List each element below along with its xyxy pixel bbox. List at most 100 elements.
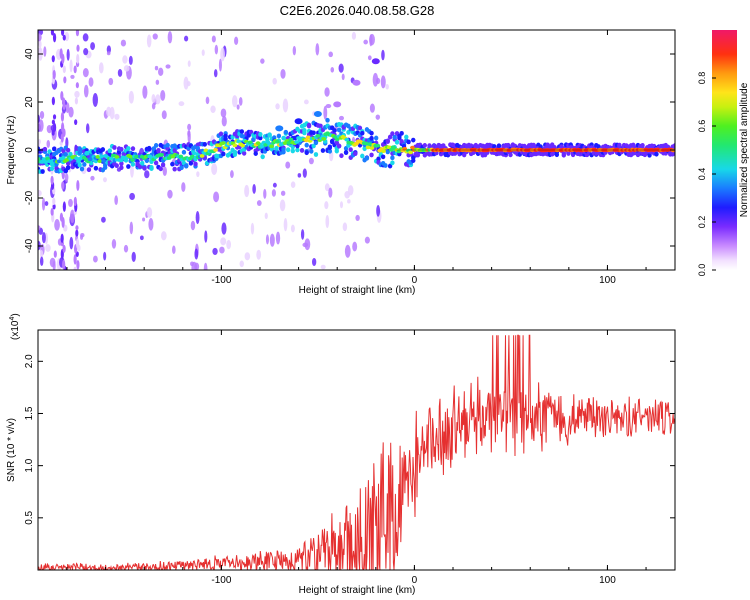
heatmap-halo — [126, 164, 131, 169]
heatmap-speckle — [46, 124, 53, 134]
heatmap-halo — [79, 166, 85, 172]
heatmap-speckle — [38, 33, 42, 42]
x-tick-label: -100 — [211, 575, 231, 586]
heatmap-halo — [397, 135, 402, 141]
heatmap-halo — [195, 145, 201, 151]
heatmap-speckle — [142, 217, 146, 222]
heatmap-band-speck — [73, 65, 77, 74]
heatmap-halo — [554, 152, 560, 158]
heatmap-band-speck — [76, 53, 80, 64]
heatmap-halo — [309, 148, 314, 154]
heatmap-speckle — [64, 173, 69, 182]
heatmap-band-speck — [61, 122, 65, 133]
heatmap-speckle — [114, 113, 120, 120]
heatmap-speckle — [297, 173, 302, 178]
heatmap-halo — [390, 160, 395, 166]
colorbar-tick-label: 0.0 — [697, 264, 707, 277]
colorbar-label: Normalized spectral amplitude — [739, 82, 750, 217]
heatmap-halo — [313, 152, 319, 157]
heatmap-band-speck — [73, 196, 77, 206]
ridge-mark — [369, 146, 375, 150]
heatmap-halo — [149, 166, 154, 171]
heatmap-halo — [112, 145, 117, 150]
heatmap-speckle — [279, 199, 286, 212]
heatmap-speckle — [38, 47, 42, 53]
ridge-mark — [236, 139, 242, 144]
heatmap-halo — [304, 142, 309, 148]
heatmap-speckle — [46, 139, 51, 148]
heatmap-speckle — [39, 250, 44, 259]
top-panel: -100 0 100 -40 -20 0 20 40 Height of straight l… — [6, 29, 676, 296]
heatmap-speckle — [272, 182, 277, 188]
heatmap-halo — [411, 158, 416, 163]
heatmap-speckle — [210, 105, 216, 114]
heatmap-speckle — [355, 214, 360, 222]
heatmap-speckle — [347, 185, 354, 196]
heatmap-speckle — [92, 93, 98, 107]
heatmap-halo — [274, 145, 279, 151]
heatmap-band-speck — [75, 82, 79, 89]
secondary-branch-mark — [294, 118, 303, 125]
heatmap-speckle — [65, 137, 69, 149]
heatmap-band-speck — [52, 203, 56, 210]
heatmap-band-speck — [50, 30, 55, 36]
heatmap-speckle — [181, 182, 186, 192]
heatmap-band-speck — [50, 175, 54, 185]
heatmap-halo — [496, 143, 502, 149]
heatmap-speckle — [292, 45, 297, 56]
heatmap-speckle — [74, 90, 80, 98]
ridge-mark — [95, 154, 101, 159]
heatmap-speckle — [280, 68, 286, 79]
heatmap-halo — [369, 152, 374, 158]
heatmap-speckle — [231, 95, 238, 108]
heatmap-band-speck — [76, 180, 80, 191]
bottom-axis-ticks: -100 0 100 0.5 1.0 1.5 2.0 — [24, 330, 675, 586]
heatmap-halo — [179, 165, 184, 171]
heatmap-speckle — [69, 59, 73, 73]
ridge-mark — [247, 140, 253, 145]
heatmap-speckle — [38, 142, 41, 148]
heatmap-halo — [267, 132, 272, 138]
heatmap-halo — [258, 132, 263, 137]
x-tick-label: -100 — [211, 275, 231, 286]
ridge-mark — [108, 156, 114, 161]
heatmap-speckle — [275, 231, 281, 245]
svg-text:(x104): (x104) — [9, 313, 21, 340]
heatmap-halo — [107, 148, 113, 154]
heatmap-speckle — [151, 94, 156, 104]
heatmap-speckle — [234, 36, 239, 45]
heatmap-speckle — [201, 49, 205, 56]
heatmap-speckle — [122, 55, 128, 64]
ridge-mark — [191, 151, 197, 156]
ridge-mark — [294, 140, 300, 144]
ridge-mark — [199, 154, 205, 158]
ridge-mark — [269, 144, 274, 149]
heatmap-band-speck — [73, 266, 77, 270]
heatmap-halo — [276, 133, 282, 139]
ridge-mark — [381, 149, 386, 154]
heatmap-speckle — [69, 209, 75, 224]
ridge-mark — [99, 154, 105, 159]
y-multiplier-label: (x104) — [9, 313, 21, 340]
heatmap-halo — [415, 152, 421, 158]
top-ylabel: Frequency (Hz) — [6, 116, 17, 185]
heatmap-band-speck — [51, 96, 55, 106]
heatmap-speckle — [290, 224, 295, 233]
heatmap-halo — [327, 144, 333, 150]
heatmap-speckle — [211, 163, 218, 175]
ridge-mark — [363, 141, 369, 146]
heatmap-halo — [119, 165, 124, 171]
x-tick-label: 0 — [412, 575, 418, 586]
heatmap-speckle — [120, 39, 127, 47]
heatmap-speckle — [85, 123, 90, 134]
heatmap-halo — [193, 161, 198, 167]
heatmap-band-speck — [62, 34, 66, 41]
heatmap-halo — [100, 147, 106, 152]
heatmap-halo — [360, 130, 365, 136]
heatmap-speckle — [194, 248, 199, 260]
heatmap-halo — [158, 166, 163, 172]
heatmap-halo — [114, 163, 119, 169]
ridge-mark — [259, 144, 265, 149]
heatmap-halo — [327, 148, 333, 154]
top-axis-ticks: -100 0 100 -40 -20 0 20 40 — [24, 30, 675, 286]
